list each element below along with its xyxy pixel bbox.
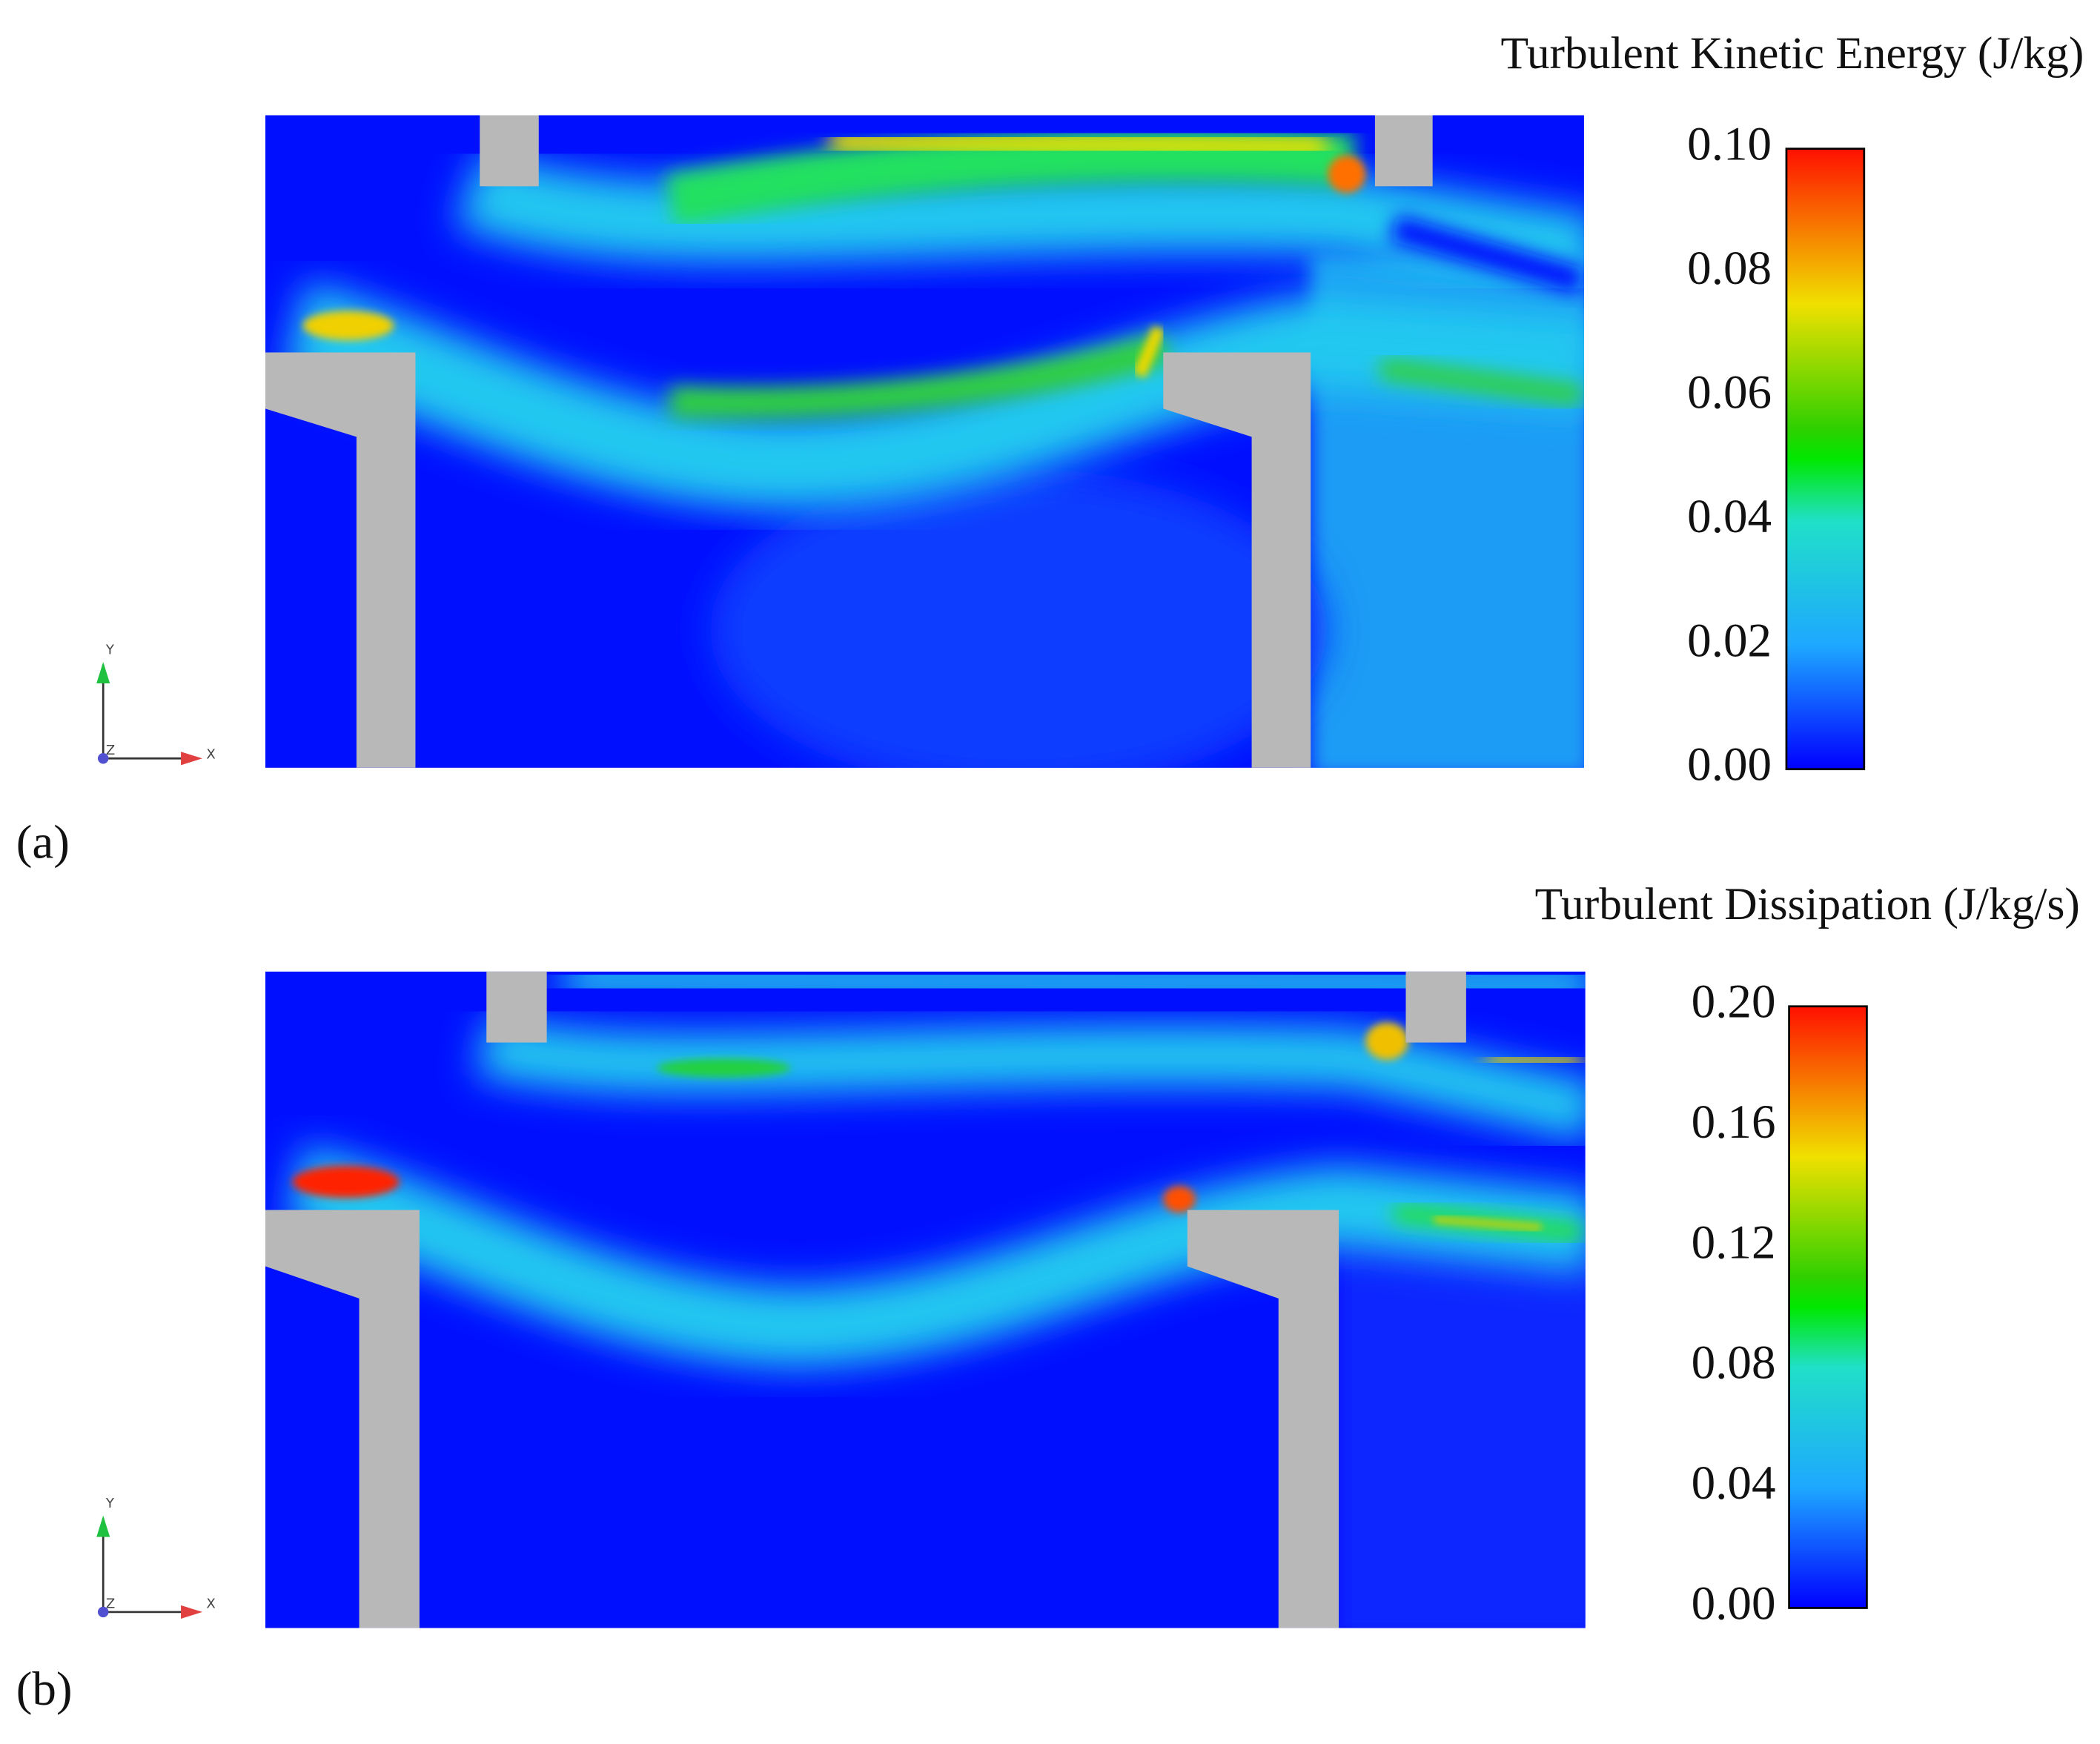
axis-label: Z — [106, 743, 115, 758]
colorbar-tick-label: 0.00 — [1687, 738, 1772, 792]
colorbar-tick-label: 0.04 — [1692, 1456, 1776, 1510]
colorbar-title: Turbulent Dissipation (J/kg/s) — [1535, 879, 2080, 929]
walls-a — [265, 115, 1433, 768]
axis-label: X — [206, 1596, 215, 1611]
colorbar-tick-label: 0.04 — [1687, 490, 1772, 543]
colorbar-tick-label: 0.12 — [1692, 1216, 1776, 1269]
panel-label: (a) — [16, 816, 70, 869]
colorbar-tick-label: 0.20 — [1692, 975, 1776, 1029]
contour-a — [265, 115, 1584, 768]
walls-b — [265, 971, 1466, 1628]
axis-label: X — [206, 746, 215, 762]
axis-triad: Y X Z — [96, 1496, 216, 1619]
colorbar-title: Turbulent Kinetic Energy (J/kg) — [1500, 28, 2084, 79]
colorbar-a — [1785, 147, 1866, 771]
contour-b — [265, 971, 1586, 1628]
colorbar-tick-label: 0.06 — [1687, 365, 1772, 419]
axis-label: Z — [106, 1596, 115, 1611]
colorbar-tick-label: 0.16 — [1692, 1095, 1776, 1149]
colorbar-tick-label: 0.08 — [1687, 242, 1772, 295]
panel-label: (b) — [16, 1662, 73, 1716]
colorbar-tick-label: 0.00 — [1692, 1576, 1776, 1630]
axis-label: Y — [105, 642, 115, 657]
axis-label: Y — [105, 1496, 115, 1511]
axis-triad: Y X Z — [96, 642, 216, 766]
colorbar-tick-label: 0.08 — [1692, 1336, 1776, 1390]
colorbar-tick-label: 0.10 — [1687, 118, 1772, 171]
colorbar-b — [1788, 1005, 1868, 1609]
colorbar-tick-label: 0.02 — [1687, 614, 1772, 667]
